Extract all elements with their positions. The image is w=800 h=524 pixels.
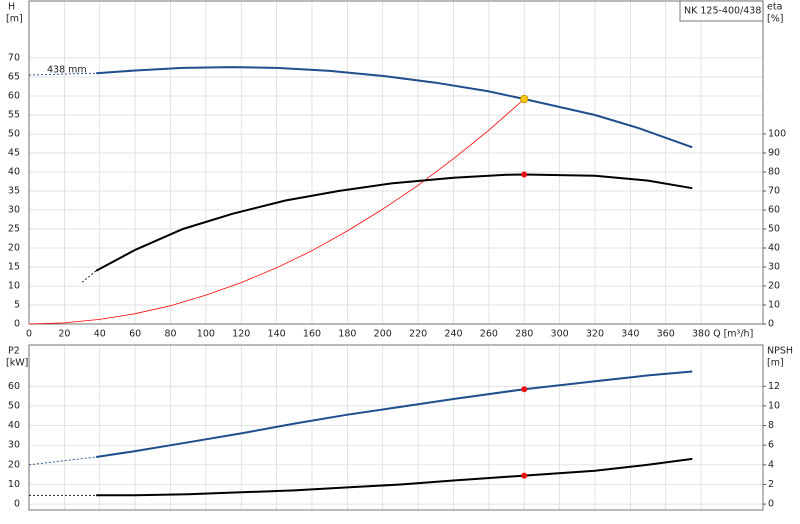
y2-tick-label: 4	[768, 459, 774, 470]
x-tick-label: 20	[58, 329, 70, 340]
y2-tick-label: 50	[768, 224, 780, 235]
y-label: P2	[8, 346, 20, 357]
curve	[81, 270, 97, 283]
operating-point	[521, 171, 528, 178]
x-tick-label: 320	[586, 329, 604, 340]
operating-point	[521, 386, 528, 393]
title-box	[679, 0, 764, 22]
y-tick-label: 65	[8, 72, 20, 83]
curve	[95, 173, 693, 272]
x-tick-label: 300	[551, 329, 569, 340]
y-tick-label: 55	[8, 110, 20, 121]
y2-label: eta	[767, 2, 782, 13]
y-tick-label: 60	[8, 381, 20, 392]
y2-tick-label: 6	[768, 440, 774, 451]
y2-tick-label: 2	[768, 479, 774, 490]
y-tick-label: 40	[8, 167, 20, 178]
y-tick-label: 15	[8, 262, 20, 273]
y-tick-label: 25	[8, 224, 20, 235]
y2-unit: [m]	[767, 358, 784, 369]
y-label: H	[8, 2, 15, 13]
y-tick-label: 5	[14, 300, 20, 311]
y-tick-label: 10	[8, 281, 20, 292]
y2-unit: [%]	[767, 14, 783, 25]
y-tick-label: 30	[8, 440, 20, 451]
y2-tick-label: 0	[768, 499, 774, 510]
y2-tick-label: 8	[768, 420, 774, 431]
plot-frame	[28, 344, 764, 511]
x-tick-label: 240	[444, 329, 462, 340]
curve	[28, 98, 525, 325]
y2-tick-label: 30	[768, 262, 780, 273]
y-tick-label: 45	[8, 148, 20, 159]
x-tick-label: 60	[129, 329, 141, 340]
x-label: Q [m³/h]	[713, 329, 753, 340]
x-tick-label: 120	[232, 329, 250, 340]
x-tick-label: 280	[515, 329, 533, 340]
x-tick-label: 380	[692, 329, 710, 340]
y2-tick-label: 10	[768, 300, 780, 311]
y2-tick-label: 80	[768, 167, 780, 178]
y2-tick-label: 40	[768, 243, 780, 254]
plot-frame	[28, 0, 764, 325]
y-tick-label: 35	[8, 186, 20, 197]
y2-label: NPSH	[767, 346, 793, 357]
curve	[28, 72, 97, 76]
y-tick-label: 50	[8, 129, 20, 140]
y-tick-label: 40	[8, 420, 20, 431]
operating-point	[520, 94, 529, 104]
x-tick-label: 260	[480, 329, 498, 340]
x-tick-label: 160	[303, 329, 321, 340]
y2-tick-label: 100	[768, 129, 786, 140]
y2-tick-label: 70	[768, 186, 780, 197]
y-tick-label: 0	[14, 319, 20, 330]
y-tick-label: 20	[8, 459, 20, 470]
x-tick-label: 80	[164, 329, 176, 340]
y-tick-label: 60	[8, 91, 20, 102]
x-tick-label: 140	[268, 329, 286, 340]
x-tick-label: 220	[409, 329, 427, 340]
y-tick-label: 30	[8, 205, 20, 216]
x-tick-label: 200	[374, 329, 392, 340]
curve	[28, 456, 97, 466]
y-tick-label: 10	[8, 479, 20, 490]
y2-tick-label: 12	[768, 381, 780, 392]
x-tick-label: 180	[338, 329, 356, 340]
y2-tick-label: 10	[768, 400, 780, 411]
y-tick-label: 20	[8, 243, 20, 254]
curve	[96, 457, 693, 497]
x-tick-label: 360	[657, 329, 675, 340]
x-tick-label: 0	[26, 329, 32, 340]
y2-tick-label: 90	[768, 148, 780, 159]
curve-annotation: 438 mm	[47, 65, 87, 76]
x-tick-label: 340	[621, 329, 639, 340]
x-tick-label: 40	[94, 329, 106, 340]
curve	[96, 66, 693, 149]
y-tick-label: 50	[8, 400, 20, 411]
curve	[96, 370, 693, 458]
y2-tick-label: 20	[768, 281, 780, 292]
y-tick-label: 70	[8, 53, 20, 64]
chart-title: NK 125-400/438	[684, 6, 761, 17]
operating-point	[521, 472, 528, 479]
y-tick-label: 0	[14, 499, 20, 510]
x-tick-label: 100	[197, 329, 215, 340]
y-unit: [kW]	[6, 358, 28, 369]
y-unit: [m]	[6, 14, 23, 25]
y2-tick-label: 0	[768, 319, 774, 330]
y2-tick-label: 60	[768, 205, 780, 216]
